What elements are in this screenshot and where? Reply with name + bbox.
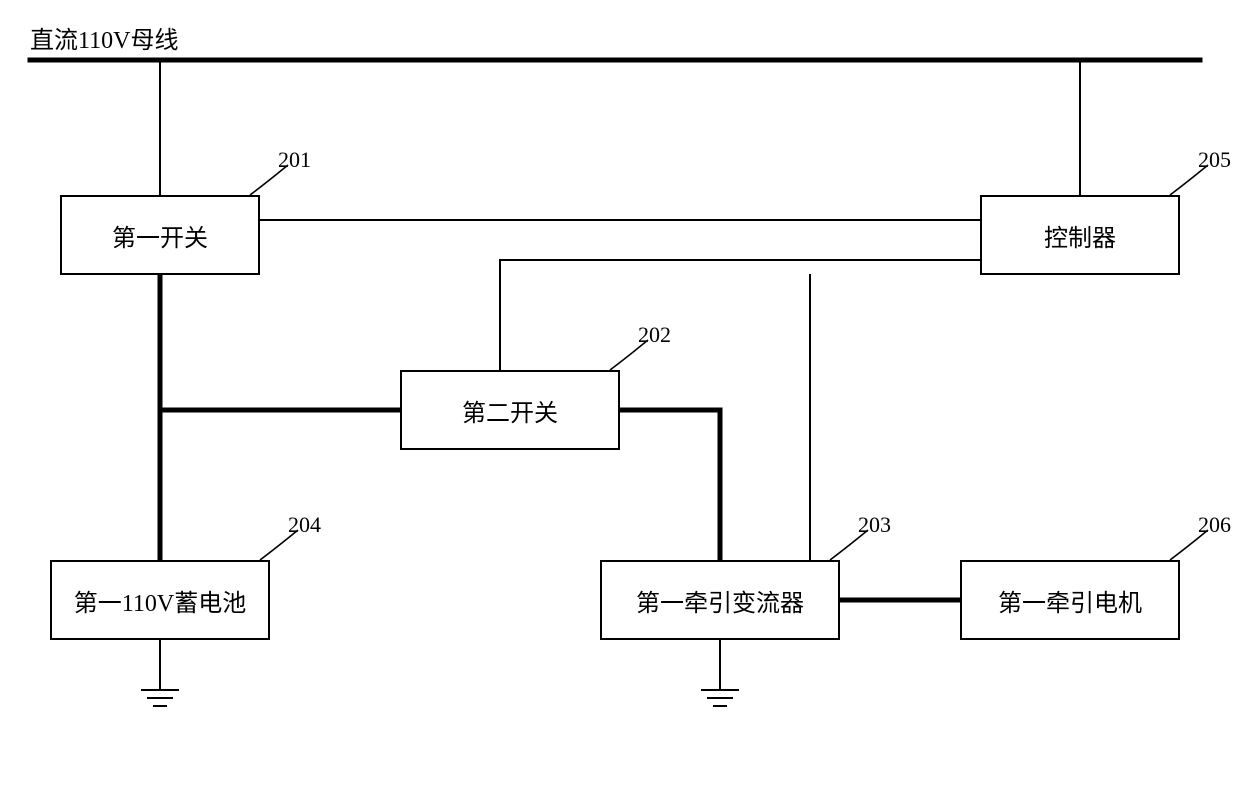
node-label-conv: 第一牵引变流器 <box>636 583 804 618</box>
node-batt: 第一110V蓄电池 <box>50 560 270 640</box>
node-ctrl: 控制器 <box>980 195 1180 275</box>
bus-label: 直流110V母线 <box>30 20 178 55</box>
node-motor: 第一牵引电机 <box>960 560 1180 640</box>
ref-batt: 204 <box>288 512 321 538</box>
node-sw2: 第二开关 <box>400 370 620 450</box>
ref-motor: 206 <box>1198 512 1231 538</box>
ref-ctrl: 205 <box>1198 147 1231 173</box>
ref-conv: 203 <box>858 512 891 538</box>
node-label-ctrl: 控制器 <box>1044 218 1116 253</box>
ref-sw2: 202 <box>638 322 671 348</box>
node-label-batt: 第一110V蓄电池 <box>74 583 246 618</box>
node-label-motor: 第一牵引电机 <box>998 583 1142 618</box>
node-label-sw1: 第一开关 <box>112 218 208 253</box>
ref-sw1: 201 <box>278 147 311 173</box>
node-sw1: 第一开关 <box>60 195 260 275</box>
node-label-sw2: 第二开关 <box>462 393 558 428</box>
node-conv: 第一牵引变流器 <box>600 560 840 640</box>
